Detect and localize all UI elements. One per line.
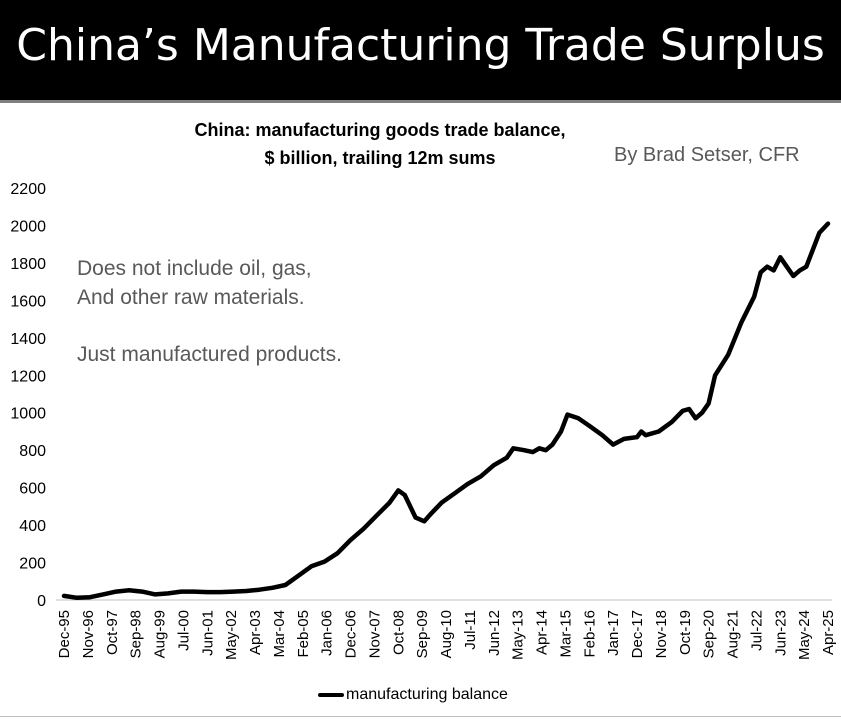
banner: China’s Manufacturing Trade Surplus bbox=[0, 0, 841, 100]
legend-swatch bbox=[318, 692, 344, 697]
y-tick-label: 600 bbox=[19, 481, 46, 498]
chart-note-line-3: Just manufactured products. bbox=[77, 343, 342, 366]
x-tick-label: Jul-00 bbox=[175, 610, 192, 651]
x-tick-label: Nov-18 bbox=[653, 610, 670, 658]
x-tick-label: Jun-23 bbox=[772, 610, 789, 656]
x-tick-label: Mar-04 bbox=[271, 610, 288, 658]
x-tick-label: Sep-09 bbox=[414, 610, 431, 658]
x-tick-label: May-13 bbox=[510, 610, 527, 660]
chart-note-line-2: And other raw materials. bbox=[77, 286, 305, 309]
x-tick-label: May-24 bbox=[796, 610, 813, 660]
x-tick-label: Nov-96 bbox=[80, 610, 97, 658]
x-tick-label: Dec-06 bbox=[343, 610, 360, 658]
legend-label: manufacturing balance bbox=[346, 686, 508, 703]
x-tick-label: Oct-97 bbox=[104, 610, 121, 655]
x-tick-label: Sep-98 bbox=[128, 610, 145, 658]
x-tick-label: Oct-19 bbox=[677, 610, 694, 655]
x-tick-label: Feb-05 bbox=[295, 610, 312, 658]
banner-divider bbox=[0, 100, 841, 103]
x-tick-label: Apr-25 bbox=[820, 610, 837, 655]
series-line bbox=[61, 221, 831, 601]
x-tick-label: Jan-06 bbox=[319, 610, 336, 656]
bottom-divider bbox=[0, 716, 841, 717]
author-credit: By Brad Setser, CFR bbox=[614, 144, 800, 166]
y-tick-label: 1800 bbox=[10, 256, 46, 273]
y-tick-label: 800 bbox=[19, 443, 46, 460]
y-tick-label: 400 bbox=[19, 518, 46, 535]
x-tick-label: Feb-16 bbox=[581, 610, 598, 658]
x-tick-label: Aug-10 bbox=[438, 610, 455, 658]
x-tick-label: Oct-08 bbox=[390, 610, 407, 655]
x-tick-label: Jun-12 bbox=[486, 610, 503, 656]
y-tick-label: 2200 bbox=[10, 181, 46, 198]
x-tick-label: Dec-17 bbox=[629, 610, 646, 658]
x-tick-label: Aug-99 bbox=[152, 610, 169, 658]
y-tick-label: 2000 bbox=[10, 218, 46, 235]
legend: manufacturing balance bbox=[318, 686, 508, 704]
x-tick-label: Apr-03 bbox=[247, 610, 264, 655]
x-tick-label: Aug-21 bbox=[725, 610, 742, 658]
x-tick-label: Jan-17 bbox=[605, 610, 622, 656]
chart-note-line-1: Does not include oil, gas, bbox=[77, 257, 312, 280]
chart-title: China: manufacturing goods trade balance… bbox=[120, 116, 640, 172]
x-tick-label: May-02 bbox=[223, 610, 240, 660]
banner-title: China’s Manufacturing Trade Surplus bbox=[16, 20, 825, 71]
y-tick-label: 1600 bbox=[10, 293, 46, 310]
x-tick-label: Mar-15 bbox=[557, 610, 574, 658]
x-tick-label: Apr-14 bbox=[534, 610, 551, 655]
y-tick-label: 200 bbox=[19, 556, 46, 573]
chart-title-line-2: $ billion, trailing 12m sums bbox=[264, 148, 496, 168]
x-tick-label: Jun-01 bbox=[199, 610, 216, 656]
x-tick-label: Jul-11 bbox=[462, 610, 479, 650]
x-tick-label: Sep-20 bbox=[701, 610, 718, 658]
x-tick-label: Nov-07 bbox=[366, 610, 383, 658]
chart-title-line-1: China: manufacturing goods trade balance… bbox=[194, 120, 566, 140]
y-tick-label: 1000 bbox=[10, 406, 46, 423]
y-tick-label: 1200 bbox=[10, 368, 46, 385]
x-tick-label: Jul-22 bbox=[748, 610, 765, 651]
y-tick-label: 0 bbox=[37, 593, 46, 610]
x-tick-label: Dec-95 bbox=[56, 610, 73, 658]
y-tick-label: 1400 bbox=[10, 331, 46, 348]
